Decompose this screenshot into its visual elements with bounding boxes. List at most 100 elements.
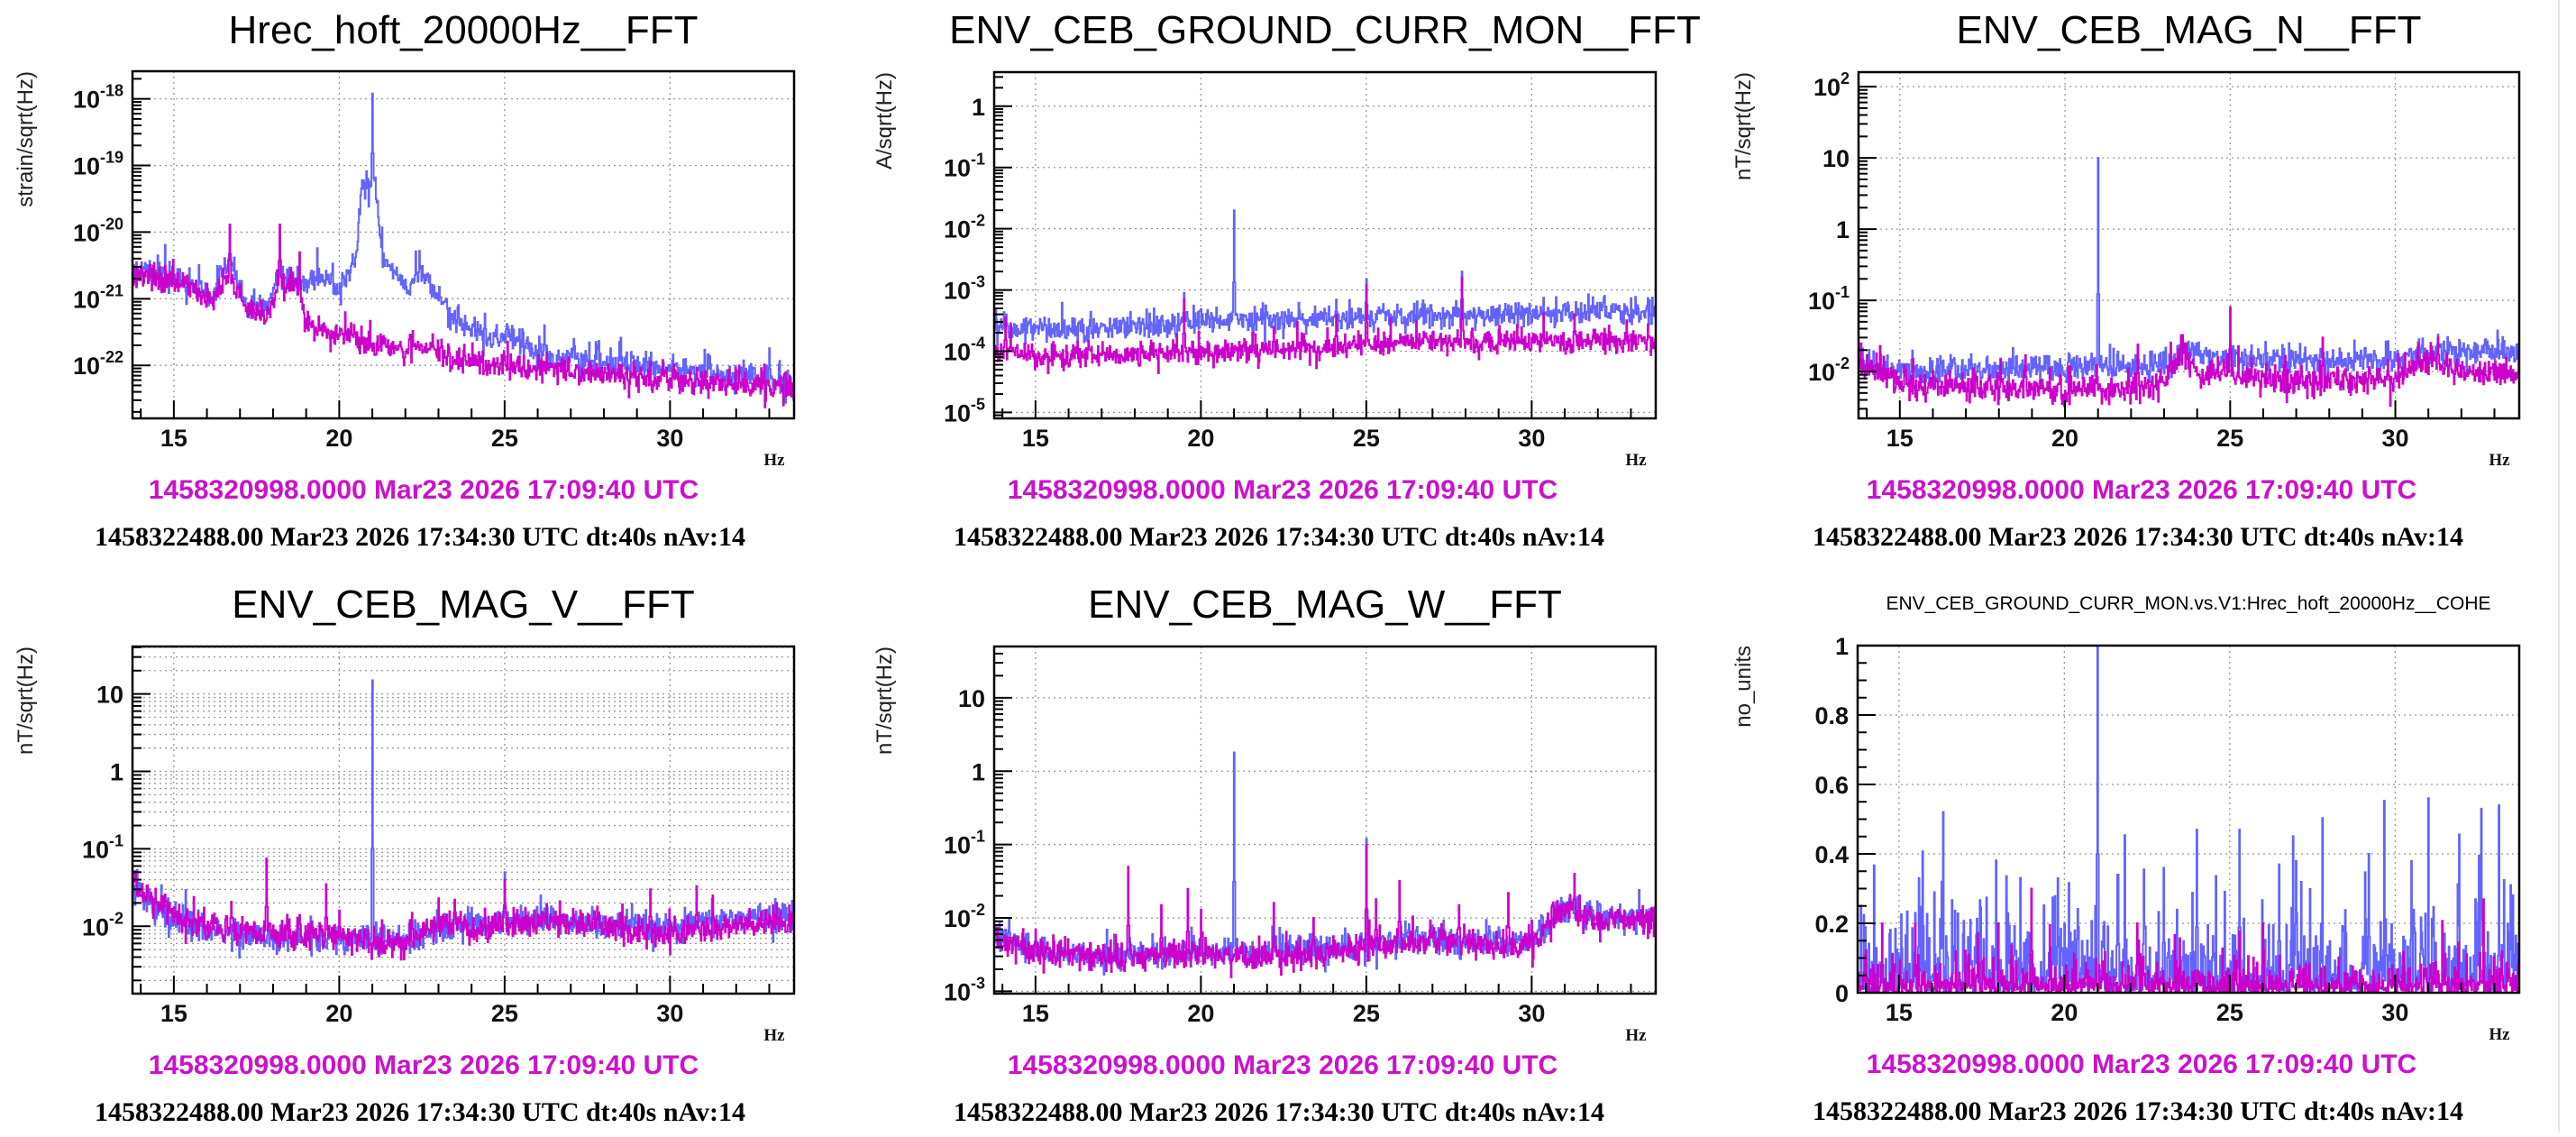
current-time-label: 1458320998.0000 Mar23 2026 17:09:40 UTC [1008, 1050, 1557, 1080]
y-tick-label: 10-22 [73, 348, 123, 380]
plot-frame [131, 645, 796, 995]
x-tick-label: 30 [1518, 425, 1545, 452]
x-tick-label: 15 [1022, 1000, 1049, 1027]
chart-title: Hrec_hoft_20000Hz__FFT [229, 8, 699, 52]
series-current-trace [1858, 887, 2519, 993]
y-tick-label: 0.8 [1814, 702, 1849, 729]
series-reference-trace [132, 92, 794, 404]
x-tick-label: 20 [1187, 425, 1214, 452]
x-tick-label: 25 [2216, 425, 2243, 452]
panel-mag-n-fft: ENV_CEB_MAG_N__FFT nT/sqrt(Hz) 15 20 25 30 102… [1718, 0, 2576, 566]
current-time-label: 1458320998.0000 Mar23 2026 17:09:40 UTC [149, 1050, 699, 1080]
x-axis-unit-label: Hz [763, 1026, 785, 1045]
y-tick-label: 10 [1822, 145, 1850, 172]
x-tick-label: 15 [1886, 425, 1914, 452]
y-tick-label: 10-2 [944, 901, 985, 932]
y-tick-label: 1 [972, 94, 985, 121]
y-tick-label: 10-21 [73, 281, 123, 313]
reference-time-label: 1458322488.00 Mar23 2026 17:34:30 UTC dt… [954, 1097, 1604, 1127]
series-group [1858, 646, 2519, 993]
y-tick-label: 1 [110, 759, 123, 786]
x-tick-label: 20 [325, 1000, 352, 1027]
y-tick-label: 10-2 [1808, 354, 1850, 386]
panel-mag-w-fft: ENV_CEB_MAG_W__FFT nT/sqrt(Hz) 15 20 25 30 10 1… [859, 566, 1718, 1132]
y-axis-label: nT/sqrt(Hz) [1731, 72, 1756, 180]
chart-title: ENV_CEB_GROUND_CURR_MON__FFT [949, 8, 1701, 52]
series-group [1859, 157, 2519, 408]
series-current-trace [994, 276, 1656, 374]
chart-coherence: ENV_CEB_GROUND_CURR_MON.vs.V1:Hrec_hoft_… [1731, 593, 2521, 1126]
chart-title: ENV_CEB_MAG_N__FFT [1957, 8, 2422, 52]
x-tick-label: 15 [1886, 999, 1913, 1026]
y-tick-label: 10-1 [944, 828, 985, 859]
reference-time-label: 1458322488.00 Mar23 2026 17:34:30 UTC dt… [954, 522, 1604, 552]
axis-ticks [1859, 86, 2496, 418]
series-reference-trace [1858, 646, 2519, 993]
x-tick-label: 15 [160, 425, 187, 452]
y-tick-label: 10-19 [73, 149, 123, 180]
x-axis-unit-label: Hz [1625, 1026, 1647, 1045]
x-tick-label: 30 [656, 1000, 683, 1027]
x-tick-label: 30 [1518, 1000, 1545, 1027]
y-tick-label: 10-4 [944, 334, 985, 365]
current-time-label: 1458320998.0000 Mar23 2026 17:09:40 UTC [149, 475, 699, 505]
axis-ticks [132, 646, 771, 994]
x-tick-label: 25 [1353, 425, 1380, 452]
x-tick-label: 15 [160, 1000, 187, 1027]
x-axis-unit-label: Hz [2489, 451, 2510, 470]
y-axis-label: nT/sqrt(Hz) [872, 646, 897, 755]
series-group [132, 679, 794, 961]
y-axis-label: strain/sqrt(Hz) [14, 71, 38, 207]
x-axis-unit-label: Hz [2489, 1025, 2510, 1044]
axis-ticks [132, 78, 771, 418]
x-tick-label: 25 [491, 1000, 518, 1027]
chart-title: ENV_CEB_MAG_V__FFT [232, 582, 695, 627]
y-axis-label: nT/sqrt(Hz) [14, 646, 38, 755]
series-current-trace [1859, 306, 2519, 408]
x-tick-label: 25 [1353, 1000, 1380, 1027]
grid [994, 72, 1656, 418]
y-tick-label: 10-1 [944, 151, 985, 182]
series-current-trace [132, 857, 794, 961]
current-time-label: 1458320998.0000 Mar23 2026 17:09:40 UTC [1867, 1050, 2416, 1079]
plot-frame [992, 645, 1658, 995]
axis-ticks [994, 76, 1632, 419]
chart-mag-n-fft: ENV_CEB_MAG_N__FFT nT/sqrt(Hz) 15 20 25 30 102… [1731, 8, 2521, 552]
series-current-trace [132, 224, 794, 408]
x-tick-label: 20 [1187, 1000, 1214, 1027]
y-tick-label: 0.4 [1814, 841, 1849, 868]
x-tick-label: 30 [2382, 425, 2409, 452]
y-tick-label: 10 [958, 685, 985, 712]
chart-ground-curr-fft: ENV_CEB_GROUND_CURR_MON__FFT A/sqrt(Hz) 15… [872, 8, 1701, 552]
chart-title: ENV_CEB_GROUND_CURR_MON.vs.V1:Hrec_hoft_… [1886, 593, 2490, 614]
series-group [132, 92, 794, 408]
reference-time-label: 1458322488.00 Mar23 2026 17:34:30 UTC dt… [1813, 1096, 2463, 1126]
reference-time-label: 1458322488.00 Mar23 2026 17:34:30 UTC dt… [95, 1097, 745, 1127]
y-tick-label: 10-5 [944, 395, 985, 426]
current-time-label: 1458320998.0000 Mar23 2026 17:09:40 UTC [1008, 475, 1557, 505]
y-tick-label: 102 [1813, 69, 1850, 101]
y-tick-label: 0.6 [1814, 772, 1849, 799]
current-time-label: 1458320998.0000 Mar23 2026 17:09:40 UTC [1867, 475, 2416, 505]
panel-coherence: ENV_CEB_GROUND_CURR_MON.vs.V1:Hrec_hoft_… [1718, 566, 2576, 1132]
y-tick-label: 10-2 [944, 212, 985, 243]
y-axis-label: A/sqrt(Hz) [872, 72, 897, 170]
y-tick-label: 10 [96, 682, 123, 709]
x-tick-label: 25 [491, 425, 518, 452]
y-tick-label: 10-1 [1808, 283, 1850, 315]
x-tick-label: 20 [2051, 999, 2078, 1026]
panel-ground-curr-fft: ENV_CEB_GROUND_CURR_MON__FFT A/sqrt(Hz) 15… [859, 0, 1718, 566]
axis-ticks [994, 646, 1632, 994]
x-tick-label: 20 [325, 425, 352, 452]
series-group [994, 209, 1656, 374]
plot-frame [131, 69, 796, 420]
x-tick-label: 15 [1022, 425, 1049, 452]
x-axis-unit-label: Hz [1625, 451, 1647, 470]
series-reference-trace [994, 209, 1656, 346]
x-tick-label: 20 [2051, 425, 2078, 452]
x-tick-label: 30 [656, 425, 683, 452]
y-tick-label: 1 [1836, 216, 1850, 243]
y-tick-label: 1 [972, 758, 985, 785]
x-tick-label: 30 [2381, 999, 2408, 1026]
series-group [994, 751, 1656, 978]
